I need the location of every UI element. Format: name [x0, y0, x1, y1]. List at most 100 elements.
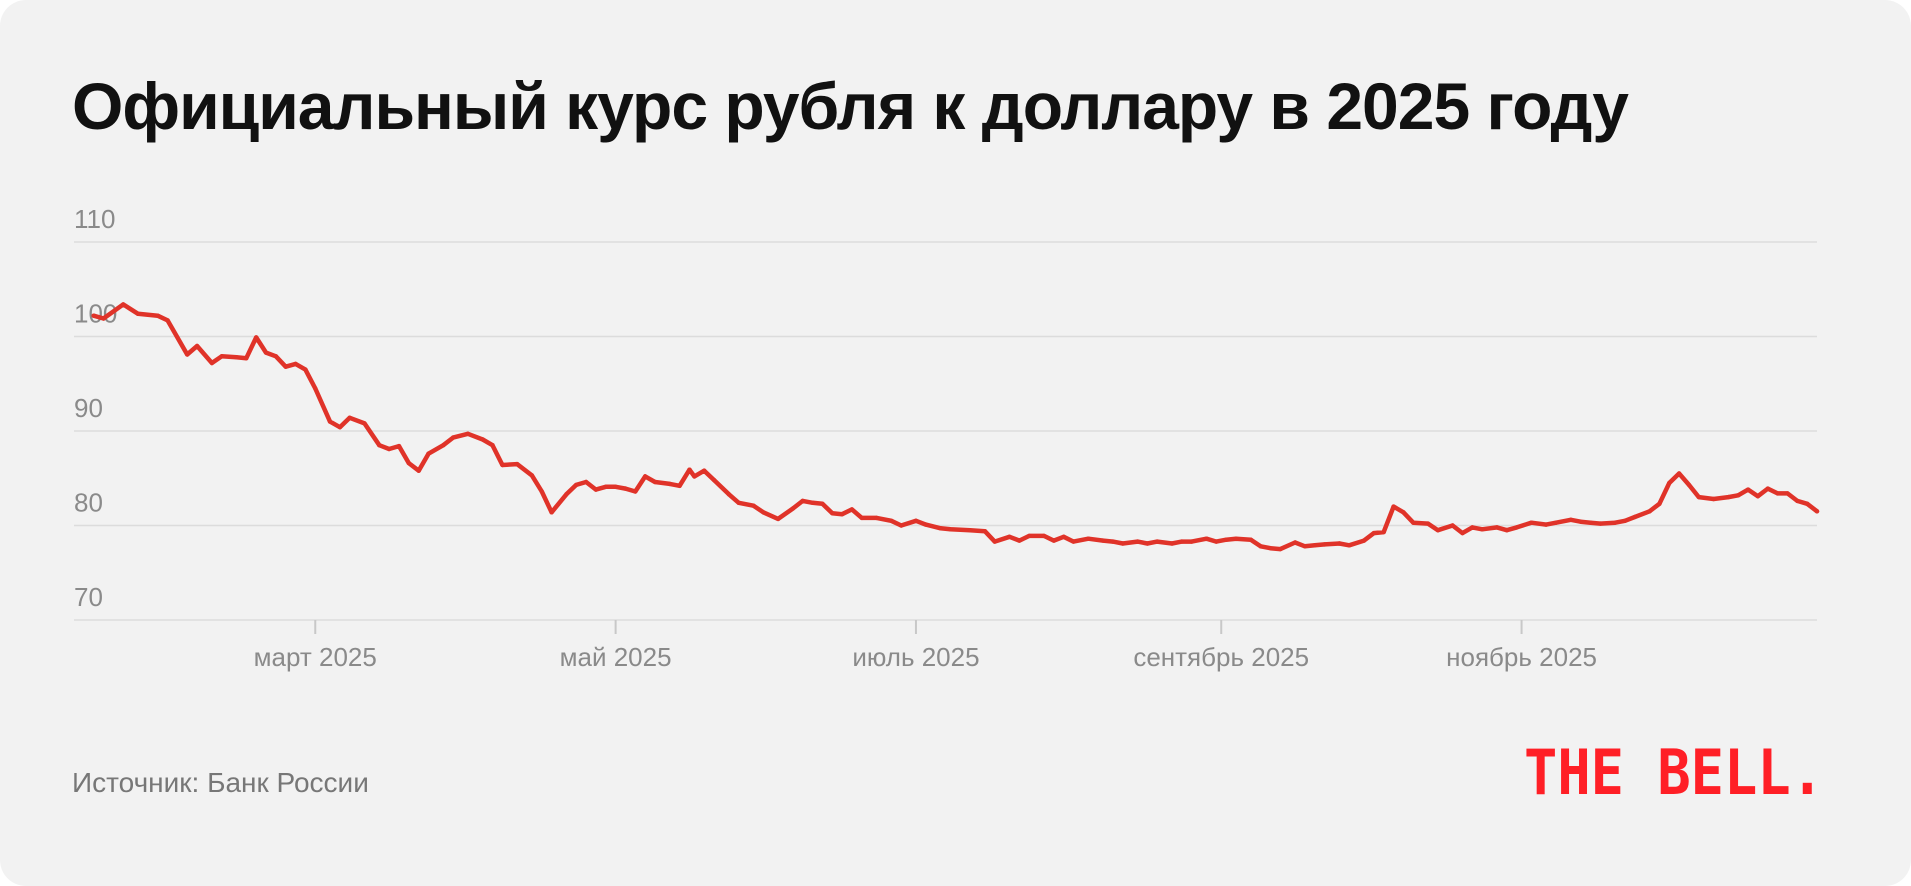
data-point — [982, 529, 988, 534]
data-point — [1450, 523, 1455, 528]
data-point — [1292, 540, 1298, 545]
data-point — [1224, 537, 1229, 542]
data-point — [362, 421, 367, 426]
data-point — [849, 507, 855, 512]
data-point — [775, 516, 781, 522]
data-point — [1233, 536, 1239, 541]
data-point — [1381, 529, 1386, 535]
data-point — [810, 500, 815, 505]
logo-text: THE BELL. — [1524, 736, 1824, 806]
data-point — [426, 451, 431, 456]
data-point — [652, 479, 658, 485]
data-point — [1435, 528, 1441, 533]
data-point — [1347, 543, 1352, 548]
data-point — [273, 354, 279, 359]
data-point — [254, 335, 259, 340]
data-point — [948, 527, 953, 532]
data-point — [155, 313, 160, 318]
data-point — [1337, 541, 1342, 546]
data-point — [1061, 534, 1066, 539]
series-layer — [91, 302, 1820, 552]
x-tick-label: июль 2025 — [852, 642, 979, 672]
data-point — [1189, 539, 1194, 544]
data-point — [1795, 498, 1800, 504]
data-point — [480, 437, 485, 442]
data-point — [500, 462, 505, 468]
data-point — [1100, 538, 1106, 543]
data-point — [465, 431, 471, 436]
data-point — [913, 518, 919, 523]
x-tick-label: ноябрь 2025 — [1446, 642, 1597, 672]
data-point — [800, 498, 805, 504]
data-point — [889, 518, 894, 523]
data-point — [1736, 493, 1741, 498]
series-line — [91, 302, 1820, 552]
data-point — [593, 487, 599, 492]
data-point — [313, 386, 318, 391]
data-point — [643, 474, 648, 479]
y-tick-label: 110 — [74, 204, 115, 234]
data-point — [677, 483, 682, 488]
data-point — [1411, 520, 1416, 525]
data-point — [1598, 521, 1603, 526]
data-point — [692, 474, 697, 479]
data-point — [1588, 520, 1593, 525]
data-point — [1494, 525, 1500, 530]
data-point — [830, 511, 835, 516]
data-point — [293, 361, 298, 367]
data-point — [1086, 536, 1091, 541]
data-point — [549, 510, 554, 515]
data-point — [1470, 525, 1475, 530]
data-point — [1480, 527, 1485, 532]
data-point — [711, 477, 717, 483]
data-point — [1814, 509, 1820, 514]
y-tick-label: 70 — [74, 582, 103, 612]
data-point — [1169, 541, 1175, 546]
data-point — [91, 313, 96, 318]
data-point — [1553, 520, 1559, 525]
data-point — [386, 446, 392, 452]
data-point — [1007, 534, 1012, 539]
data-point — [1785, 491, 1790, 496]
x-axis-ticks: март 2025 май 2025 июль 2025 сентябрь 2025 н… — [254, 620, 1597, 672]
data-point — [1371, 530, 1377, 536]
data-point — [1179, 539, 1185, 544]
data-point — [539, 489, 544, 494]
data-point — [687, 467, 692, 472]
data-point — [633, 489, 638, 494]
data-point — [761, 510, 766, 515]
data-point — [859, 515, 864, 521]
data-point — [1775, 491, 1780, 496]
data-point — [1504, 528, 1510, 533]
data-point — [1765, 486, 1771, 491]
data-point — [1755, 494, 1761, 499]
data-point — [244, 356, 249, 361]
data-point — [790, 506, 796, 511]
data-point — [1322, 542, 1327, 547]
data-point — [1632, 514, 1638, 520]
data-point — [938, 526, 943, 531]
data-point — [874, 515, 879, 521]
data-point — [899, 523, 904, 528]
y-tick-label: 80 — [74, 488, 103, 518]
data-point — [396, 443, 402, 449]
data-point — [613, 484, 618, 489]
data-point — [1278, 546, 1283, 552]
data-point — [1544, 522, 1549, 527]
data-point — [1027, 533, 1032, 539]
data-point — [529, 473, 535, 478]
data-point — [702, 468, 707, 473]
data-point — [1302, 544, 1308, 549]
data-point — [736, 500, 741, 505]
data-point — [992, 539, 997, 544]
data-point — [1258, 544, 1263, 549]
data-point — [839, 512, 845, 517]
data-point — [1425, 521, 1431, 526]
data-point — [1667, 480, 1672, 486]
data-point — [165, 318, 170, 323]
data-point — [564, 492, 569, 497]
data-point — [1110, 539, 1116, 544]
data-point — [1514, 525, 1519, 530]
data-point — [347, 415, 352, 420]
